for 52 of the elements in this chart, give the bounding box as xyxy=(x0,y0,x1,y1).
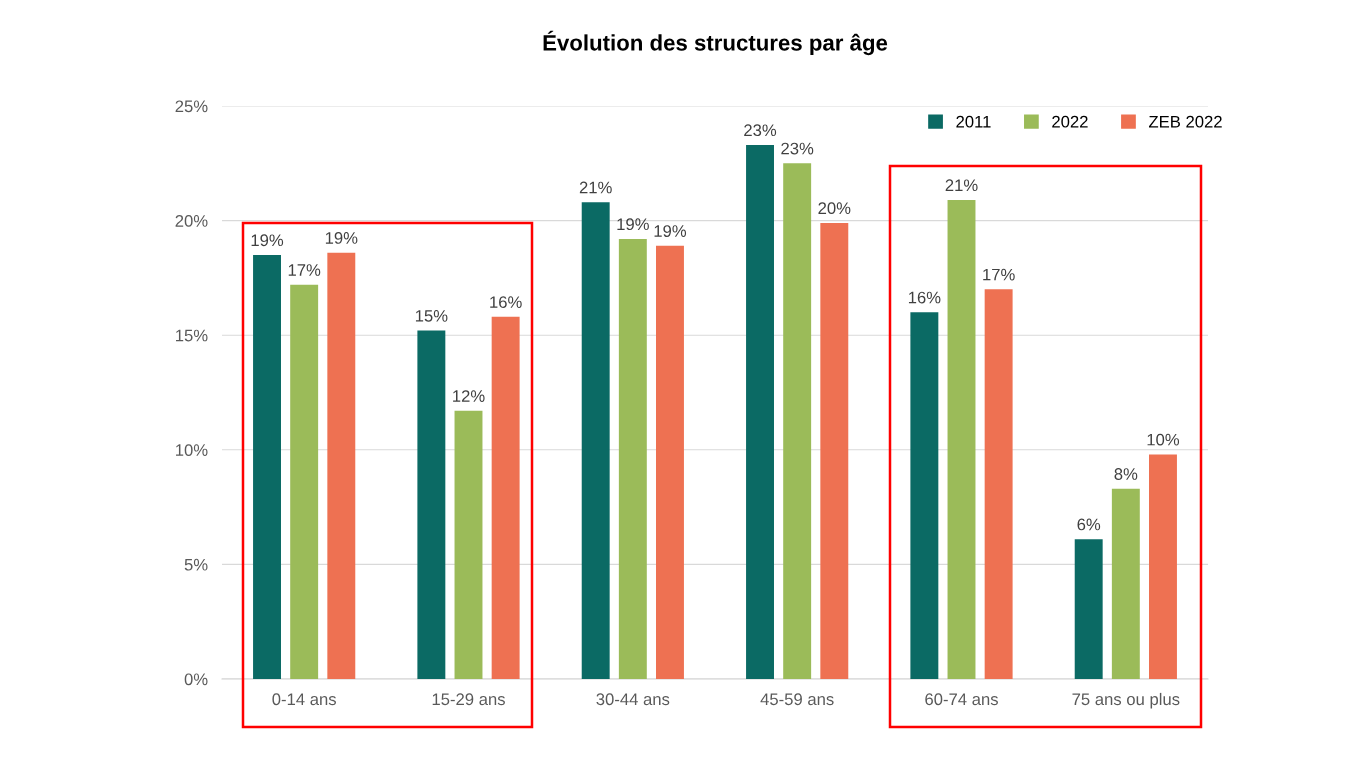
bar xyxy=(253,254,281,679)
data-label: 19% xyxy=(654,225,687,237)
data-label: 19% xyxy=(325,232,358,244)
bar xyxy=(581,202,610,679)
y-tick-label: 0% xyxy=(184,673,208,686)
bar xyxy=(820,222,849,679)
legend-label: 2011 xyxy=(956,115,991,128)
y-tick-label: 20% xyxy=(175,215,208,227)
y-tick-label: 25% xyxy=(175,100,208,113)
data-label: 23% xyxy=(744,124,777,137)
data-label: 21% xyxy=(579,181,612,194)
legend-label: 2022 xyxy=(1052,115,1088,128)
data-label: 16% xyxy=(490,296,522,309)
data-label: 21% xyxy=(945,179,978,192)
data-label: 6% xyxy=(1077,518,1101,531)
data-label: 17% xyxy=(983,268,1015,281)
data-label: 23% xyxy=(781,142,814,155)
legend-label: ZEB 2022 xyxy=(1148,115,1222,128)
chart-title: Évolution des structures par âge xyxy=(543,30,888,56)
data-label: 10% xyxy=(1147,433,1180,446)
data-label: 12% xyxy=(453,390,485,402)
bar xyxy=(1149,454,1177,679)
bar xyxy=(1111,488,1140,679)
x-tick-label: 15-29 ans xyxy=(432,693,505,706)
x-tick-label: 0-14 ans xyxy=(272,693,336,706)
x-tick-label: 45-59 ans xyxy=(760,693,834,706)
data-label: 20% xyxy=(818,202,851,215)
data-label: 15% xyxy=(415,310,448,322)
x-tick-label: 30-44 ans xyxy=(596,693,670,706)
y-tick-label: 15% xyxy=(176,329,208,342)
bar xyxy=(618,238,647,679)
bar xyxy=(491,316,520,679)
data-label: 19% xyxy=(251,234,284,247)
x-tick-label: 75 ans ou plus xyxy=(1072,692,1180,709)
bar xyxy=(656,245,684,679)
bar xyxy=(417,330,446,679)
data-label: 17% xyxy=(288,264,321,276)
data-label: 19% xyxy=(617,218,649,231)
bar xyxy=(290,284,319,679)
y-tick-label: 5% xyxy=(184,558,208,571)
bar xyxy=(454,410,483,679)
data-label: 8% xyxy=(1114,468,1138,480)
bar xyxy=(984,289,1013,679)
bar xyxy=(783,163,812,679)
x-tick-label: 60-74 ans xyxy=(925,693,998,706)
y-tick-label: 10% xyxy=(176,444,208,456)
data-label: 16% xyxy=(908,291,941,304)
bar xyxy=(746,144,774,679)
bar xyxy=(910,312,939,679)
bar xyxy=(1074,539,1103,679)
bar xyxy=(327,252,356,679)
bar xyxy=(947,199,976,679)
